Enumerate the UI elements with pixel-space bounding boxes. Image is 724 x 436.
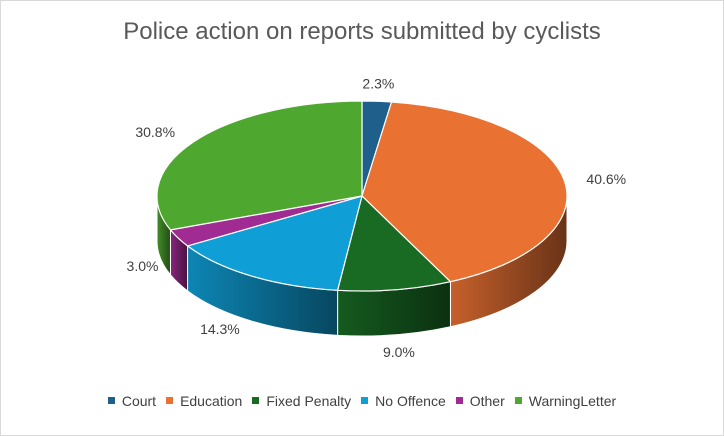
legend: Court Education Fixed Penalty No Offence Oth…	[0, 393, 724, 409]
legend-label: Fixed Penalty	[266, 393, 352, 409]
pie-plot: 2.3% 40.6% 9.0% 14.3% 3.0% 30.8%	[127, 75, 627, 360]
legend-item-court: Court	[107, 393, 157, 409]
data-label-no-offence: 14.3%	[200, 321, 240, 337]
data-label-warning-letter: 30.8%	[135, 124, 175, 140]
legend-swatch	[514, 397, 522, 404]
pie-slices	[156, 100, 568, 292]
legend-label: Other	[469, 393, 505, 409]
legend-swatch	[361, 397, 369, 404]
data-label-court: 2.3%	[362, 75, 394, 91]
data-label-fixed-penalty: 9.0%	[383, 344, 415, 360]
data-label-other: 3.0%	[127, 258, 159, 274]
pie-slice-education	[361, 101, 568, 283]
legend-item-other: Other	[455, 393, 505, 409]
data-labels: 2.3% 40.6% 9.0% 14.3% 3.0% 30.8%	[127, 75, 627, 360]
legend-item-education: Education	[166, 393, 242, 409]
data-label-education: 40.6%	[586, 171, 626, 187]
pie-slice-fixed-penalty	[336, 195, 452, 292]
legend-swatch	[455, 397, 463, 404]
legend-label: WarningLetter	[528, 393, 617, 409]
legend-swatch	[107, 397, 115, 404]
legend-swatch	[166, 397, 174, 404]
legend-label: No Offence	[375, 393, 446, 409]
legend-item-warning-letter: WarningLetter	[514, 393, 617, 409]
legend-item-fixed-penalty: Fixed Penalty	[252, 393, 351, 409]
legend-label: Court	[121, 393, 157, 409]
legend-item-no-offence: No Offence	[361, 393, 446, 409]
legend-swatch	[252, 397, 260, 404]
legend-label: Education	[180, 393, 243, 409]
pie-slice-no-offence	[186, 195, 363, 291]
chart-title: Police action on reports submitted by cy…	[123, 18, 601, 45]
pie-slice-warning-letter	[156, 100, 363, 231]
